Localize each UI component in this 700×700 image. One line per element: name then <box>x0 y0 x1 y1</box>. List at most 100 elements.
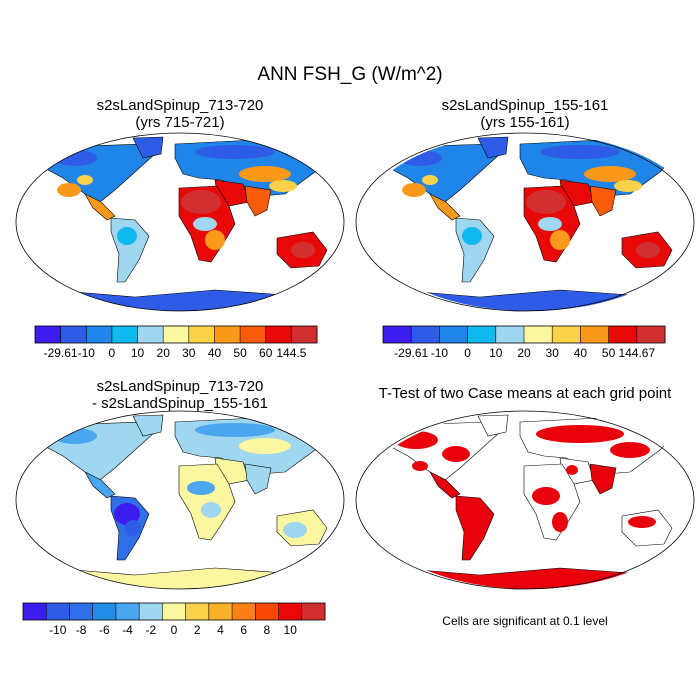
colorbar-tick-label: 2 <box>194 623 201 637</box>
panel-1-title-line1: s2sLandSpinup_713-720 <box>96 97 264 114</box>
colorbar-tick-label: 40 <box>208 346 222 360</box>
colorbar-tick-label: 30 <box>546 346 560 360</box>
colorbar-swatch <box>495 326 525 343</box>
colorbar-tick-label: 10 <box>131 346 145 360</box>
antarctica <box>361 567 695 589</box>
land-detail <box>53 423 307 538</box>
panel-1-title: s2sLandSpinup_713-720 (yrs 715-721) <box>15 97 345 131</box>
colorbar-tick-label: 0 <box>109 346 116 360</box>
colorbar-swatch <box>255 603 279 620</box>
panel-1-title-line2: (yrs 715-721) <box>135 114 225 131</box>
colorbar-tick-label: 30 <box>182 346 196 360</box>
greenland <box>477 414 509 437</box>
colorbar-tick-label: -29.61 <box>44 346 78 360</box>
land-detail <box>53 145 315 258</box>
colorbar-swatch <box>552 326 581 343</box>
antarctica <box>361 289 695 311</box>
colorbar-swatch <box>265 326 292 343</box>
antarctica <box>16 289 344 311</box>
colorbar-tick-label: -10 <box>78 346 96 360</box>
north-america <box>381 143 501 203</box>
map-panel-3 <box>15 410 345 590</box>
map-panel-2 <box>355 132 695 312</box>
colorbar-tick-label: -10 <box>431 346 449 360</box>
colorbar-swatch <box>439 326 468 343</box>
panel-3-title-line2: - s2sLandSpinup_155-161 <box>92 395 268 412</box>
colorbar-tick-label: -10 <box>49 623 67 637</box>
north-america <box>36 421 156 481</box>
colorbar-swatch <box>92 603 117 620</box>
map-panel-1 <box>15 132 345 312</box>
south-asia <box>589 185 617 217</box>
colorbar-frame <box>22 602 326 621</box>
colorbar-tick-label: -6 <box>99 623 110 637</box>
colorbar-tick-label: 20 <box>517 346 531 360</box>
colorbar-swatch <box>232 603 256 620</box>
colorbar-panel-3: -10 -8 -6 -4 -2 0 2 4 6 8 10 <box>22 602 326 637</box>
south-asia <box>589 463 617 495</box>
greenland <box>132 136 164 159</box>
colorbar-swatch <box>467 326 497 343</box>
colorbar-panel-2: -29.61 -10 0 10 20 30 40 50 144.67 <box>382 325 666 360</box>
colorbar-swatch <box>188 326 215 343</box>
colorbar-tick-label: 144.5 <box>276 346 306 360</box>
panel-2-title-line1: s2sLandSpinup_155-161 <box>441 97 609 114</box>
colorbar-tick-label: -2 <box>145 623 156 637</box>
colorbar-swatch <box>608 326 638 343</box>
colorbar-tick-label: 0 <box>464 346 471 360</box>
colorbar-swatch <box>23 603 47 620</box>
figure-title: ANN FSH_G (W/m^2) <box>257 64 443 85</box>
colorbar-swatch <box>185 603 210 620</box>
colorbar-tick-label: 6 <box>240 623 247 637</box>
colorbar-swatch <box>162 603 187 620</box>
panel-2-title-line2: (yrs 155-161) <box>480 114 570 131</box>
colorbar-swatch <box>115 603 140 620</box>
south-asia <box>244 185 272 217</box>
panel-3-title-line1: s2sLandSpinup_713-720 <box>96 378 264 395</box>
colorbar-tick-label: -8 <box>76 623 87 637</box>
colorbar-swatch <box>301 603 326 620</box>
colorbar-swatch <box>383 326 412 343</box>
north-america <box>381 421 501 481</box>
south-asia <box>244 463 272 495</box>
colorbar-swatch <box>636 326 666 343</box>
australia <box>621 509 673 547</box>
colorbar-tick-label: 10 <box>284 623 298 637</box>
panel-3-title: s2sLandSpinup_713-720 - s2sLandSpinup_15… <box>15 378 345 412</box>
significance-note: Cells are significant at 0.1 level <box>442 614 608 628</box>
colorbar-swatch <box>46 603 70 620</box>
colorbar-swatch <box>240 326 267 343</box>
colorbar-swatch <box>163 326 190 343</box>
colorbar-frame <box>34 325 318 344</box>
colorbar-tick-label: 10 <box>489 346 503 360</box>
colorbar-swatch <box>35 326 62 343</box>
colorbar-tick-label: 4 <box>217 623 224 637</box>
colorbar-tick-label: 8 <box>264 623 271 637</box>
panel-4-title: T-Test of two Case means at each grid po… <box>378 385 672 402</box>
colorbar-swatch <box>208 603 233 620</box>
colorbar-swatch <box>137 326 164 343</box>
antarctica <box>16 567 344 589</box>
colorbar-tick-label: 0 <box>171 623 178 637</box>
colorbar-panel-1: -29.61 -10 0 10 20 30 40 50 60 144.5 <box>34 325 318 360</box>
colorbar-swatch <box>86 326 113 343</box>
colorbar-tick-label: 60 <box>259 346 273 360</box>
greenland <box>477 136 509 159</box>
colorbar-tick-label: -29.61 <box>394 346 428 360</box>
colorbar-swatch <box>214 326 241 343</box>
colorbar-tick-label: -4 <box>122 623 133 637</box>
colorbar-swatch <box>69 603 94 620</box>
panel-2-title: s2sLandSpinup_155-161 (yrs 155-161) <box>355 97 695 131</box>
south-america <box>455 495 495 561</box>
colorbar-tick-label: 40 <box>574 346 588 360</box>
colorbar-swatch <box>60 326 87 343</box>
colorbar-tick-label: 20 <box>157 346 171 360</box>
colorbar-swatch <box>411 326 440 343</box>
colorbar-swatch <box>291 326 318 343</box>
map-panel-4 <box>355 410 695 590</box>
significant-cells <box>394 425 656 532</box>
colorbar-swatch <box>580 326 609 343</box>
land-detail <box>398 145 660 258</box>
colorbar-swatch <box>524 326 553 343</box>
colorbar-swatch <box>139 603 163 620</box>
